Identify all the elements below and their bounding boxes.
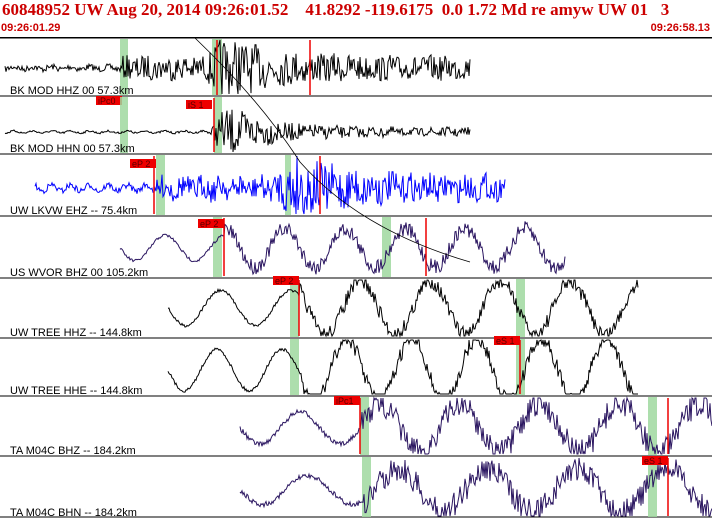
pick-flag[interactable] — [198, 219, 224, 228]
pick-label: eS 1 — [496, 336, 515, 346]
pick-flag[interactable] — [130, 159, 156, 168]
trace-label: UW TREE HHE -- 144.8km — [10, 385, 142, 397]
pick-window — [382, 217, 391, 277]
event-title: 60848952 UW Aug 20, 2014 09:26:01.52 41.… — [2, 0, 670, 19]
start-time: 09:26:01.29 — [1, 22, 61, 34]
end-time: 09:26:58.13 — [650, 22, 710, 34]
waveform-trace[interactable] — [239, 396, 712, 455]
pick-window — [290, 339, 299, 395]
pick-label: iPc1 — [336, 396, 354, 406]
pick-flag[interactable] — [273, 276, 299, 285]
pick-flag[interactable] — [494, 336, 520, 345]
waveform-trace[interactable] — [4, 39, 471, 95]
trace-label: US WVOR BHZ 00 105.2km — [10, 267, 148, 279]
waveform-trace[interactable] — [34, 155, 506, 215]
pick-label: eP 2 — [275, 276, 293, 286]
pick-label: eP 2 — [132, 159, 150, 169]
waveform-trace[interactable] — [4, 109, 471, 153]
trace-label: TA M04C BHN -- 184.2km — [10, 507, 137, 518]
pick-label: eP 2 — [200, 219, 218, 229]
pick-window — [285, 155, 291, 215]
pick-window — [290, 279, 299, 337]
waveform-trace[interactable] — [167, 279, 639, 338]
pick-window — [360, 397, 369, 455]
pick-label: iPc0 — [98, 96, 116, 106]
waveform-trace[interactable] — [167, 338, 638, 395]
pick-window — [156, 155, 165, 215]
waveform-trace[interactable] — [239, 457, 712, 518]
pick-window — [213, 217, 222, 277]
pick-window — [362, 457, 371, 517]
trace-label: TA M04C BHZ -- 184.2km — [10, 445, 136, 457]
pick-label: eS 1 — [644, 456, 663, 466]
pick-window — [648, 397, 657, 455]
trace-label: BK MOD HHZ 00 57.3km — [10, 85, 133, 97]
trace-label: UW TREE HHZ -- 144.8km — [10, 327, 142, 339]
pick-window — [120, 97, 128, 153]
waveform-trace[interactable] — [119, 221, 566, 276]
pick-window — [516, 279, 525, 337]
pick-flag[interactable] — [96, 96, 122, 105]
travel-time-curve — [194, 37, 471, 263]
pick-flag[interactable] — [186, 100, 212, 109]
pick-label: iS 1 — [188, 100, 204, 110]
trace-label: UW LKVW EHZ -- 75.4km — [10, 205, 137, 217]
trace-label: BK MOD HHN 00 57.3km — [10, 143, 135, 155]
pick-flag[interactable] — [334, 396, 360, 405]
pick-window — [214, 97, 222, 153]
pick-flag[interactable] — [642, 456, 668, 465]
